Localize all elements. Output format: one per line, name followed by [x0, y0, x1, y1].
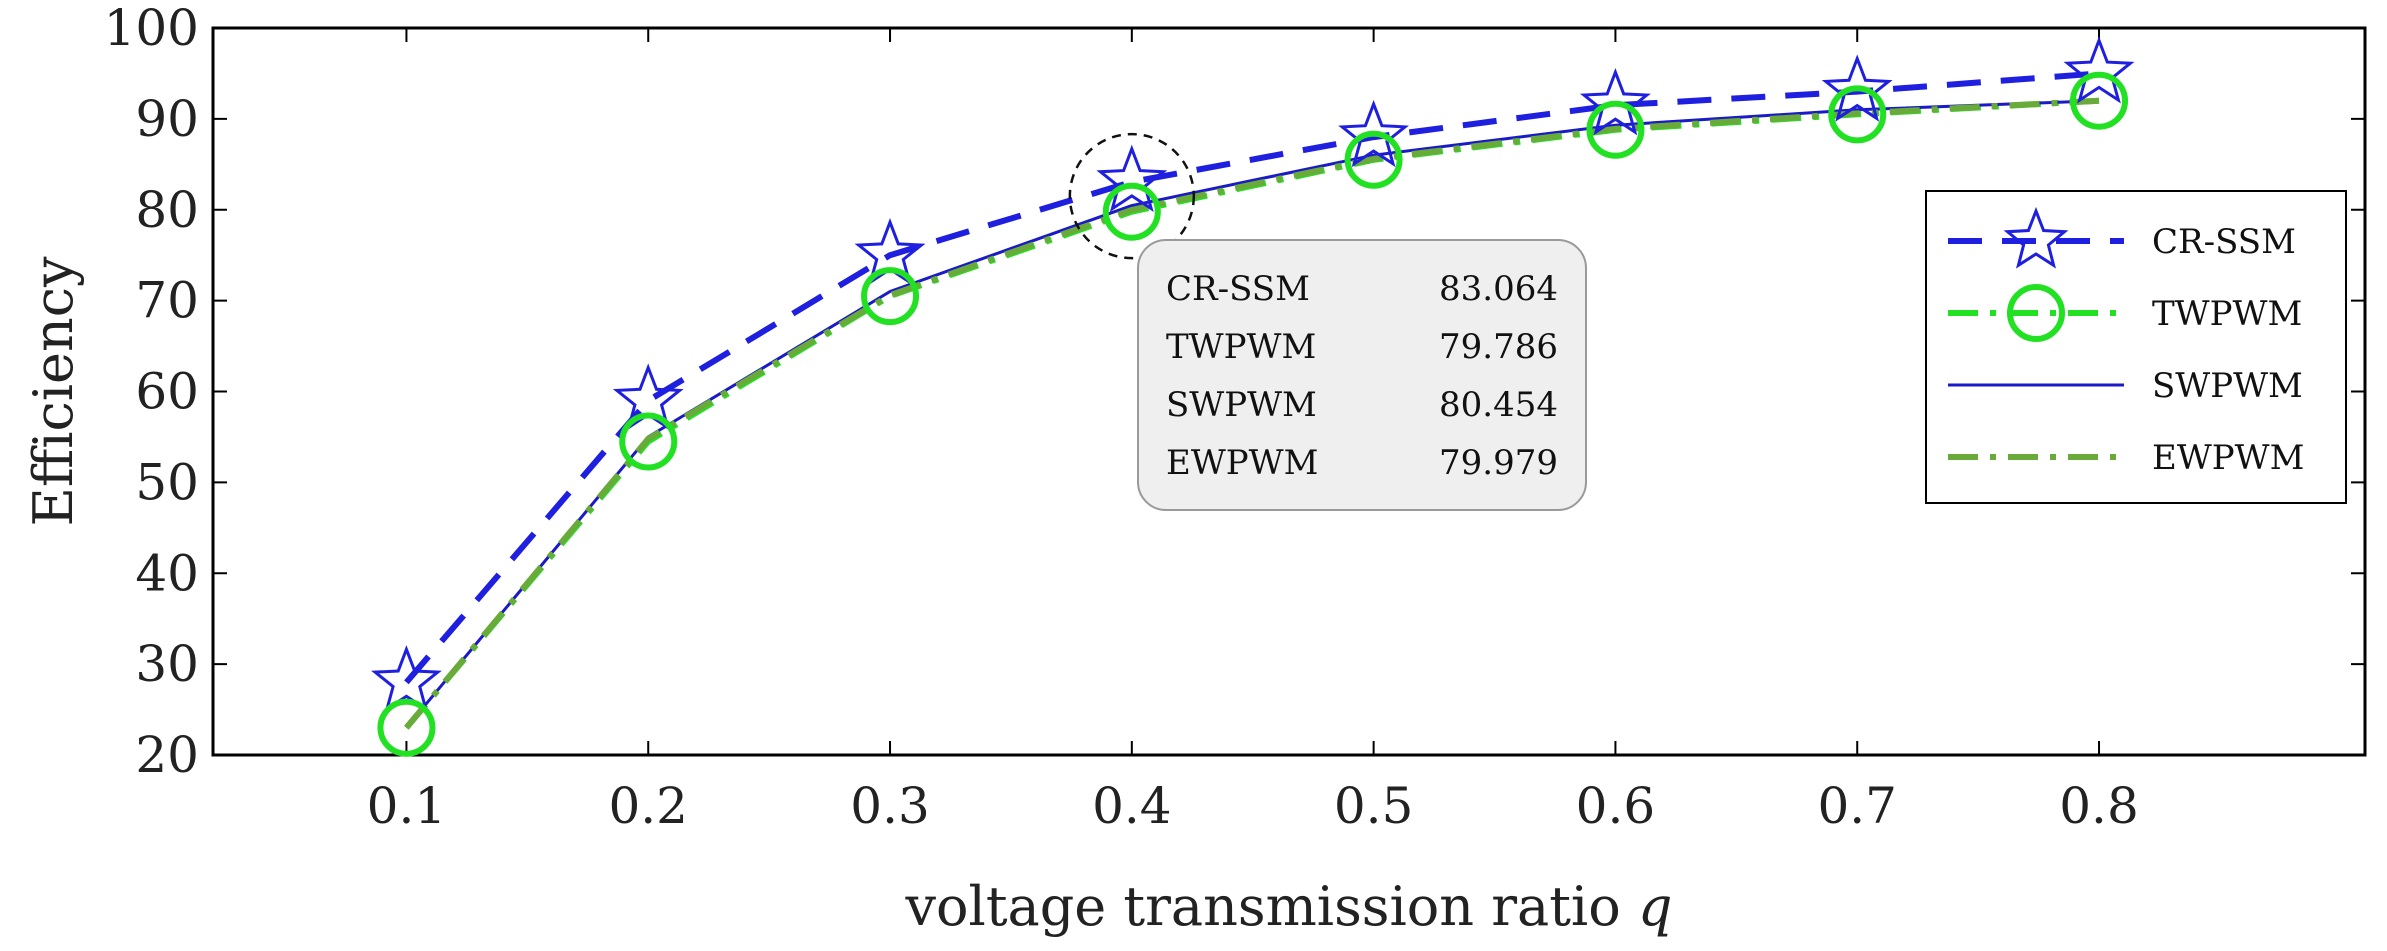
- data-point-twpwm: [1102, 182, 1161, 241]
- data-tip-label: TWPWM: [1166, 327, 1316, 367]
- data-tip-box: [1137, 239, 1587, 511]
- data-tip-value: 79.786: [1439, 327, 1558, 367]
- y-tick-label: 40: [135, 544, 199, 602]
- data-tip-label: SWPWM: [1166, 385, 1317, 425]
- y-axis-title: Efficiency: [22, 256, 85, 527]
- data-tip-label: CR-SSM: [1166, 269, 1310, 309]
- data-point-twpwm: [377, 698, 436, 757]
- x-tick-label: 0.3: [850, 777, 930, 835]
- x-tick-label: 0.6: [1576, 777, 1656, 835]
- x-tick-label: 0.4: [1092, 777, 1172, 835]
- legend-marker-star-icon: [2003, 206, 2069, 269]
- series-line-cr-ssm: [404, 70, 2100, 685]
- series-line-ewpwm: [404, 97, 2100, 730]
- data-tip-value: 79.979: [1439, 443, 1558, 483]
- x-axis-variable: q: [1638, 875, 1673, 938]
- data-point-twpwm: [619, 412, 678, 471]
- y-tick-label: 80: [135, 181, 199, 239]
- y-tick-label: 30: [135, 635, 199, 693]
- y-tick-label: 100: [104, 0, 199, 57]
- x-tick-label: 0.1: [367, 777, 447, 835]
- data-point-twpwm: [1586, 100, 1645, 159]
- data-point-twpwm: [2070, 71, 2129, 130]
- data-point-cr-ssm: [371, 645, 442, 713]
- x-tick-label: 0.5: [1334, 777, 1414, 835]
- data-tip-label: EWPWM: [1166, 443, 1318, 483]
- x-tick-label: 0.2: [608, 777, 688, 835]
- x-tick-label: 0.8: [2059, 777, 2139, 835]
- x-axis-title: voltage transmission ratio q: [905, 875, 1673, 938]
- x-tick-label: 0.7: [1817, 777, 1897, 835]
- legend-label: SWPWM: [2152, 366, 2303, 406]
- data-point-cr-ssm: [2063, 36, 2135, 104]
- y-tick-label: 60: [135, 363, 199, 421]
- legend-label: EWPWM: [2152, 438, 2304, 478]
- data-point-twpwm: [1344, 130, 1403, 189]
- legend-label: CR-SSM: [2152, 222, 2296, 262]
- x-axis-title-text: voltage transmission ratio: [905, 875, 1638, 938]
- legend-marker-circle-icon: [2007, 284, 2065, 342]
- y-tick-label: 20: [135, 726, 199, 784]
- data-point-cr-ssm: [1821, 54, 1893, 122]
- y-tick-label: 70: [135, 272, 199, 330]
- legend-label: TWPWM: [2152, 294, 2302, 334]
- y-tick-label: 90: [135, 90, 199, 148]
- data-point-cr-ssm: [1096, 144, 1168, 213]
- y-tick-label: 50: [135, 453, 199, 511]
- highlight-circle: [1068, 132, 1196, 260]
- data-point-twpwm: [1828, 85, 1887, 144]
- data-tip-value: 80.454: [1439, 385, 1558, 425]
- data-point-twpwm: [861, 267, 920, 326]
- data-point-cr-ssm: [1338, 99, 1410, 168]
- data-point-cr-ssm: [1579, 67, 1651, 136]
- data-tip-value: 83.064: [1439, 269, 1558, 309]
- legend: [1925, 190, 2347, 504]
